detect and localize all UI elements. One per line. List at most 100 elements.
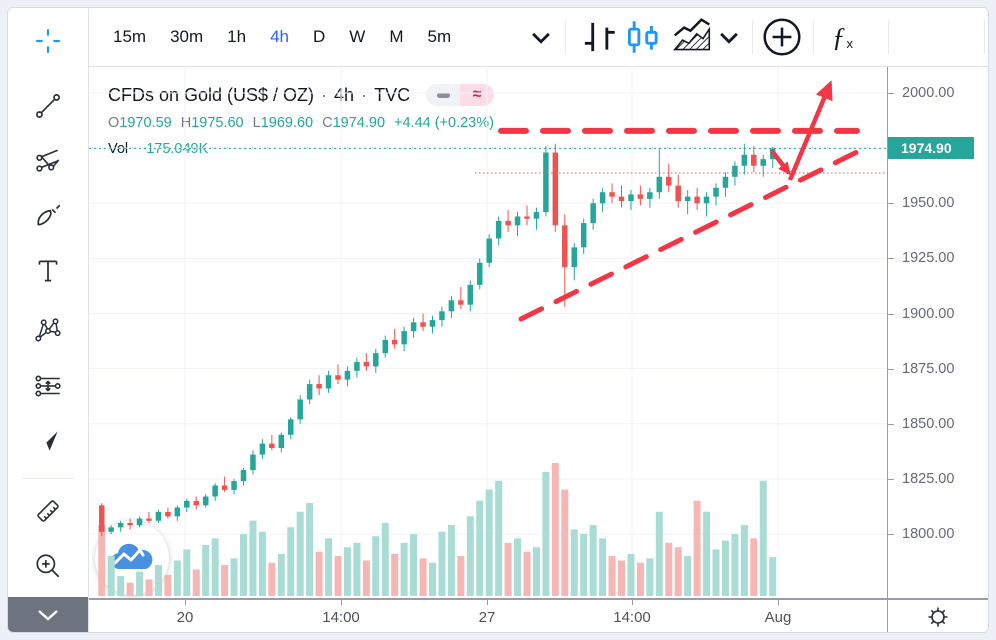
volume-bar: [249, 520, 257, 596]
timeframe-W[interactable]: W: [337, 19, 377, 55]
volume-bar: [221, 564, 229, 596]
candle: [647, 187, 653, 208]
candles-style-icon[interactable]: [620, 15, 664, 59]
chart-window: 15m 30m 1h 4h D W M 5m: [7, 7, 989, 633]
volume-bar: [561, 489, 569, 596]
crosshair-tool-icon[interactable]: [26, 19, 70, 63]
timeframe-15m[interactable]: 15m: [101, 19, 158, 55]
fx-f: ƒ: [832, 21, 846, 52]
volume-bar: [608, 556, 616, 596]
timeframe-5m[interactable]: 5m: [416, 19, 464, 55]
low-value: 1969.60: [260, 115, 314, 131]
volume-bar: [429, 562, 436, 596]
volume-bar: [703, 511, 711, 596]
candle: [439, 306, 445, 327]
sun-settings-icon[interactable]: [926, 605, 950, 629]
current-price-tag: 1974.90: [888, 137, 974, 160]
candles: [99, 143, 776, 537]
price-tick: [888, 478, 894, 480]
exchange-label[interactable]: TVC: [374, 84, 411, 105]
volume-bar: [325, 538, 333, 596]
approx-price-toggle[interactable]: ≈: [460, 84, 495, 106]
volume-bar: [599, 538, 607, 596]
timeframe-D[interactable]: D: [301, 19, 337, 55]
interval-label[interactable]: 4h: [334, 84, 355, 105]
symbol-title[interactable]: CFDs on Gold (US$ / OZ): [108, 84, 315, 105]
volume-bar: [476, 500, 484, 596]
toolbar-separator: [752, 20, 753, 54]
ruler-tool-icon[interactable]: [26, 489, 70, 533]
low-label: L: [252, 115, 261, 131]
volume-bar: [532, 547, 540, 596]
volume-bar: [315, 551, 323, 596]
timeframe-4h[interactable]: 4h: [258, 19, 301, 55]
candle: [391, 328, 398, 349]
volume-bar: [504, 542, 512, 596]
volume-bar: [514, 538, 522, 596]
brand-logo: [95, 521, 169, 595]
volume-bar: [419, 558, 427, 596]
volume-bar: [447, 525, 455, 596]
price-tick: [888, 313, 894, 315]
timeframe-chevron-down-icon[interactable]: [519, 15, 563, 59]
candle: [675, 174, 681, 208]
timeframe-M[interactable]: M: [377, 19, 415, 55]
candle: [618, 185, 625, 208]
candle: [505, 209, 511, 232]
compare-plus-icon[interactable]: [760, 15, 804, 59]
volume-bar: [627, 553, 635, 596]
bars-style-icon[interactable]: [577, 15, 621, 59]
price-tick: [888, 203, 894, 205]
toolbar-divider: [22, 478, 74, 479]
xabcd-pattern-tool-icon[interactable]: [26, 309, 70, 353]
zoom-in-tool-icon[interactable]: [26, 544, 70, 588]
collapse-toolbar-chevron-down-icon[interactable]: [8, 597, 88, 632]
volume-bar: [381, 522, 389, 596]
trend-line-tool-icon[interactable]: [26, 84, 70, 128]
volume-bar: [466, 516, 474, 596]
volume-bar: [268, 562, 276, 596]
candle: [344, 366, 351, 387]
toolbar-separator: [984, 20, 985, 54]
toolbar-separator: [888, 20, 889, 54]
volume-bar: [438, 531, 446, 596]
top-toolbar: 15m 30m 1h 4h D W M 5m: [89, 8, 988, 67]
timeframe-30m[interactable]: 30m: [158, 19, 215, 55]
volume-bar: [485, 489, 493, 596]
brush-tool-icon[interactable]: [26, 194, 70, 238]
volume-bar: [674, 547, 682, 596]
time-tick: [487, 600, 488, 605]
price-tick-label: 1900.00: [902, 305, 955, 322]
candle: [666, 163, 672, 193]
minimize-legend-button[interactable]: [426, 84, 461, 106]
candle: [751, 145, 757, 173]
volume-bar: [712, 549, 720, 596]
volume-bar: [769, 557, 777, 596]
candle: [571, 242, 577, 281]
timeframe-1h[interactable]: 1h: [215, 19, 258, 55]
price-axis[interactable]: 2000.00 1950.00 1925.00 1900.00 1875.00 1850.…: [887, 67, 988, 598]
area-style-icon[interactable]: [670, 15, 714, 59]
axis-settings-corner[interactable]: [887, 598, 988, 632]
arrow-tool-icon[interactable]: [26, 419, 70, 463]
volume-bars: [98, 463, 777, 596]
candle: [259, 439, 266, 460]
style-chevron-down-icon[interactable]: [707, 15, 751, 59]
volume-bar: [192, 569, 200, 596]
candle: [288, 417, 294, 440]
time-tick-label: 14:00: [322, 609, 360, 626]
volume-bar: [759, 480, 767, 596]
volume-bar: [523, 551, 531, 596]
forecast-tool-icon[interactable]: [26, 364, 70, 408]
volume-bar: [391, 553, 399, 596]
candle: [609, 183, 615, 204]
candle: [335, 364, 341, 385]
time-axis[interactable]: 20 14:00 27 14:00 Aug: [89, 598, 887, 632]
volume-bar: [693, 500, 701, 596]
gann-tools-icon[interactable]: [26, 139, 70, 183]
candle: [212, 483, 218, 501]
title-separator: ·: [321, 84, 328, 105]
candle: [580, 218, 587, 254]
text-tool-icon[interactable]: [26, 249, 70, 293]
